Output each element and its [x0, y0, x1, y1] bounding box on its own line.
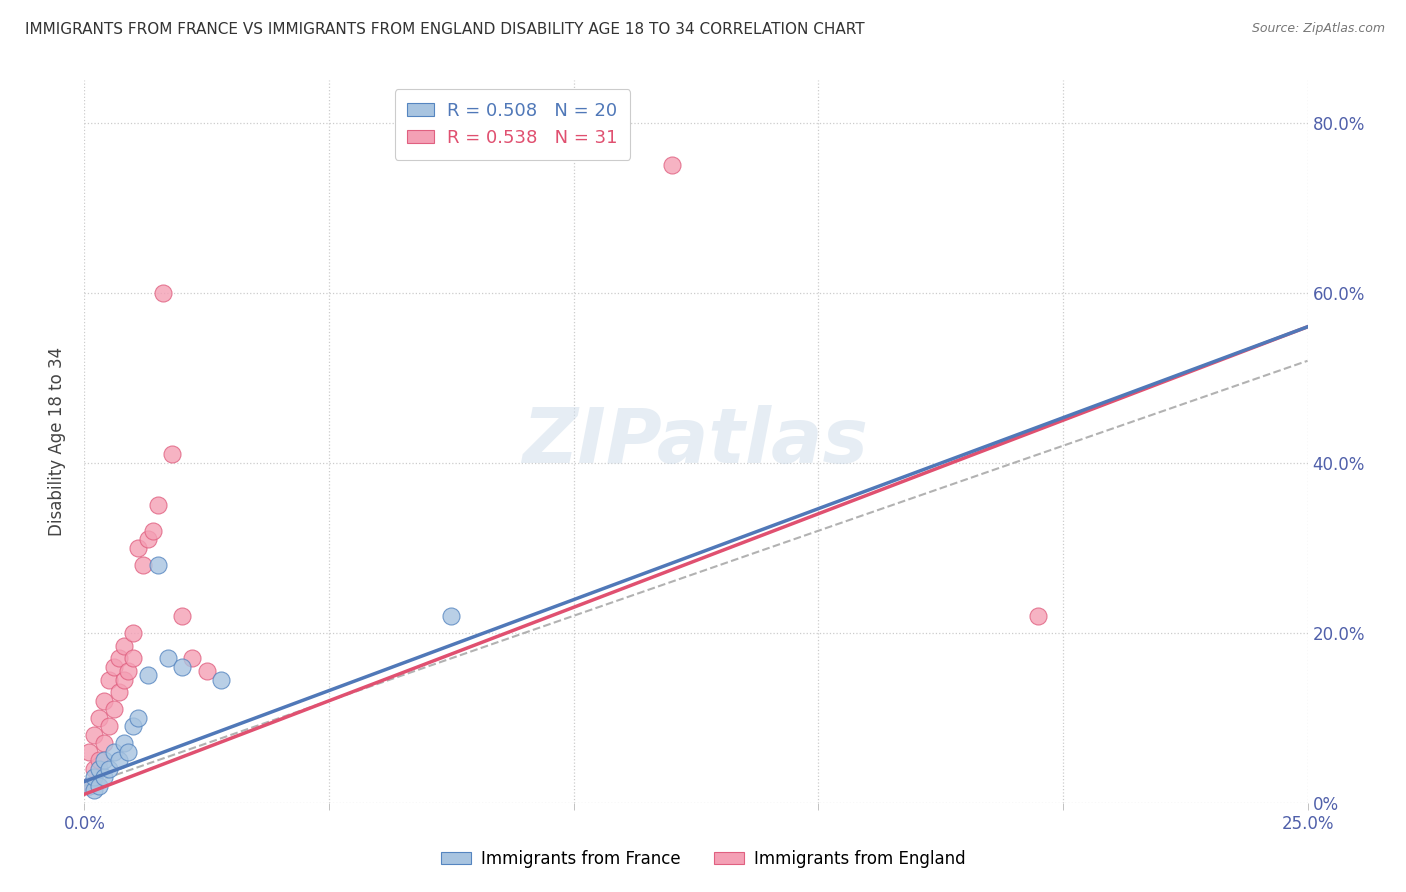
Text: ZIPatlas: ZIPatlas [523, 405, 869, 478]
Y-axis label: Disability Age 18 to 34: Disability Age 18 to 34 [48, 347, 66, 536]
Point [122, 719, 145, 733]
Point [122, 651, 145, 665]
Point [1028, 608, 1050, 623]
Point [93, 694, 115, 708]
Text: IMMIGRANTS FROM FRANCE VS IMMIGRANTS FROM ENGLAND DISABILITY AGE 18 TO 34 CORREL: IMMIGRANTS FROM FRANCE VS IMMIGRANTS FRO… [25, 22, 865, 37]
Point [93, 736, 115, 750]
Point [77, 779, 100, 793]
Point [172, 660, 194, 674]
Point [83, 770, 105, 784]
Point [127, 711, 149, 725]
Point [112, 673, 135, 687]
Point [87, 753, 110, 767]
Point [136, 533, 159, 547]
Point [661, 158, 683, 172]
Point [146, 558, 169, 572]
Point [162, 447, 184, 461]
Point [77, 779, 100, 793]
Point [132, 558, 155, 572]
Point [87, 711, 110, 725]
Point [127, 541, 149, 555]
Text: Source: ZipAtlas.com: Source: ZipAtlas.com [1251, 22, 1385, 36]
Point [136, 668, 159, 682]
Point [103, 702, 125, 716]
Legend: R = 0.508   N = 20, R = 0.538   N = 31: R = 0.508 N = 20, R = 0.538 N = 31 [395, 89, 630, 160]
Point [117, 664, 139, 678]
Point [142, 524, 165, 538]
Point [156, 651, 179, 665]
Point [87, 779, 110, 793]
Point [107, 685, 129, 699]
Point [181, 651, 204, 665]
Point [83, 728, 105, 742]
Point [152, 285, 174, 300]
Point [83, 762, 105, 776]
Point [93, 753, 115, 767]
Point [117, 745, 139, 759]
Point [107, 651, 129, 665]
Point [93, 770, 115, 784]
Point [77, 745, 100, 759]
Legend: Immigrants from France, Immigrants from England: Immigrants from France, Immigrants from … [434, 844, 972, 875]
Point [87, 762, 110, 776]
Point [112, 736, 135, 750]
Point [97, 762, 120, 776]
Point [107, 753, 129, 767]
Point [112, 639, 135, 653]
Point [122, 625, 145, 640]
Point [97, 673, 120, 687]
Point [195, 664, 218, 678]
Point [172, 608, 194, 623]
Point [209, 673, 232, 687]
Point [103, 745, 125, 759]
Point [97, 719, 120, 733]
Point [440, 608, 463, 623]
Point [103, 660, 125, 674]
Point [83, 783, 105, 797]
Point [146, 498, 169, 512]
